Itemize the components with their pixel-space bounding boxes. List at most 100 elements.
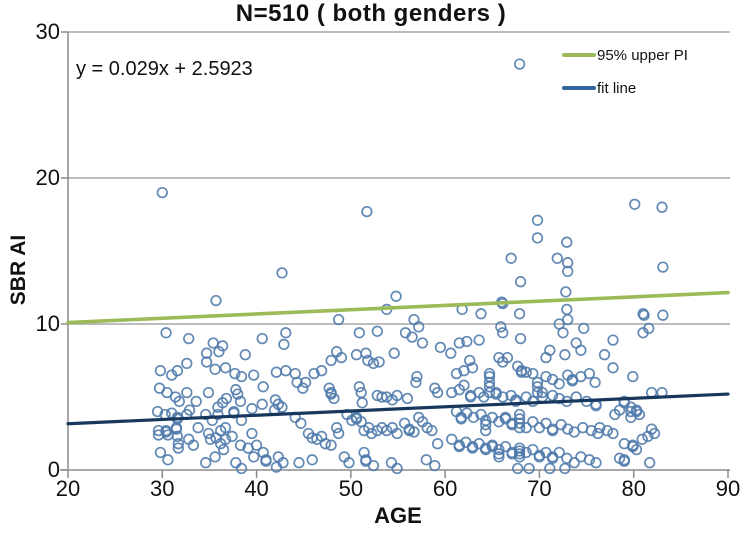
scatter-point (181, 357, 193, 370)
scatter-point (332, 313, 345, 326)
scatter-point (276, 401, 288, 413)
scatter-point (343, 457, 355, 469)
scatter-point (315, 365, 328, 377)
scatter-point (162, 454, 174, 466)
scatter-point (391, 389, 403, 402)
scatter-point (559, 462, 571, 475)
scatter-point (270, 366, 283, 378)
scatter-point (434, 341, 447, 354)
scatter-point (192, 422, 204, 434)
scatter-point (546, 452, 559, 464)
scatter-point (362, 354, 374, 367)
scatter-point (256, 398, 268, 410)
scatter-point (207, 337, 219, 349)
scatter-point (297, 382, 309, 394)
scatter-point (293, 457, 305, 469)
scatter-point (636, 433, 648, 445)
scatter-point (445, 347, 457, 359)
scatter-point (280, 327, 292, 339)
x-tick-label-40: 40 (244, 476, 269, 501)
scatter-point (213, 346, 225, 358)
scatter-point (235, 462, 248, 475)
scatter-point (540, 370, 552, 383)
scatter-point (376, 391, 388, 403)
scatter-point (403, 424, 415, 437)
scatter-point (325, 354, 337, 367)
scatter-point (270, 461, 283, 473)
scatter-point (446, 386, 458, 399)
scatter-point (308, 367, 320, 380)
y-axis-title: SBR AI (7, 234, 30, 306)
scatter-point (154, 446, 167, 459)
scatter-point (607, 362, 619, 374)
scatter-point (583, 367, 596, 380)
scatter-point (260, 455, 272, 467)
scatter-point (523, 462, 535, 475)
scatter-point (410, 376, 422, 389)
scatter-point (416, 337, 429, 349)
scatter-point (367, 459, 380, 472)
scatter-point (234, 439, 247, 451)
scatter-point (544, 462, 556, 475)
scatter-point (154, 365, 167, 377)
scatter-point (151, 405, 164, 418)
scatter-point (562, 423, 574, 435)
scatter-point (420, 454, 432, 466)
legend-item-fit-line: fit line (562, 76, 688, 100)
y-tick-label-0: 0 (47, 457, 60, 482)
x-tick-label-60: 60 (432, 476, 458, 501)
scatter-point (607, 427, 619, 440)
scatter-point (490, 388, 502, 400)
scatter-point (493, 443, 505, 456)
scatter-point (568, 426, 580, 438)
scatter-point (513, 58, 526, 70)
scatter-point (601, 424, 613, 437)
scatter-point (219, 433, 232, 445)
scatter-point (156, 186, 168, 199)
scatter-point (514, 332, 527, 345)
scatter-point (551, 252, 563, 264)
scatter-point (217, 443, 230, 456)
scatter-point (458, 365, 470, 377)
scatter-point (475, 308, 487, 320)
x-tick-label-70: 70 (527, 476, 552, 501)
scatter-point (644, 457, 656, 469)
scatter-point (568, 457, 580, 469)
scatter-point (513, 308, 526, 320)
scatter-point (246, 427, 258, 440)
scatter-point (431, 438, 444, 450)
scatter-point (562, 313, 574, 326)
scatter-point (480, 424, 492, 437)
scatter-point (229, 367, 241, 380)
scatter-point (200, 457, 212, 469)
scatter-point (638, 309, 650, 321)
scatter-point (461, 335, 473, 348)
scatter-point (553, 378, 565, 390)
scatter-point (388, 347, 400, 359)
scatter-point (291, 376, 303, 389)
scatter-point (495, 321, 507, 333)
fit-line-swatch-icon (562, 86, 596, 90)
scatter-point (520, 446, 532, 459)
scatter-point (319, 438, 332, 450)
scatter-point (183, 332, 195, 345)
scatter-point (514, 276, 527, 288)
scatter-point (411, 370, 423, 383)
scatter-point (361, 205, 373, 218)
scatter-point (527, 443, 539, 456)
chart-title: N=510 ( both genders ) (235, 0, 507, 27)
scatter-point (226, 430, 238, 443)
scatter-point (575, 344, 587, 356)
regression-equation: y = 0.029x + 2.5923 (76, 58, 253, 80)
scatter-point (172, 442, 184, 454)
scatter-point (493, 451, 505, 463)
fit-line (66, 392, 730, 426)
scatter-point (202, 386, 215, 399)
scatter-point (630, 405, 643, 418)
scatter-point (219, 362, 232, 374)
scatter-point (627, 370, 639, 383)
legend-label-upper-pi: 95% upper PI (597, 46, 688, 64)
scatter-point (391, 427, 403, 440)
scatter-point (657, 309, 669, 321)
